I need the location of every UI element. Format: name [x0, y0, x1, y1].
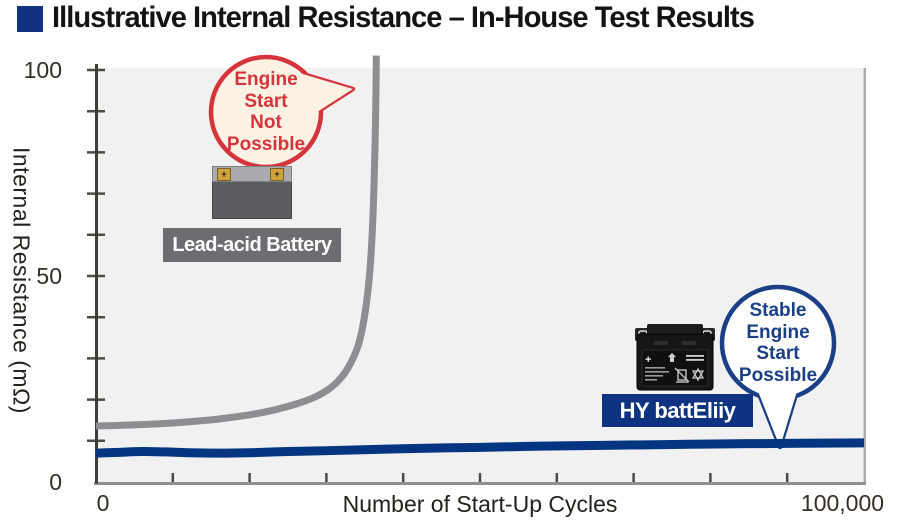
y-tick-label-100: 100 — [23, 57, 62, 83]
x-tick-label-100000: 100,000 — [800, 490, 885, 516]
page-title: Illustrative Internal Resistance – In-Ho… — [52, 1, 755, 34]
battery-terminal-icon: + — [270, 168, 284, 181]
lead-acid-battery-label: Lead-acid Battery — [163, 228, 341, 262]
callout-line: Start — [756, 343, 800, 364]
red-speech-bubble-tail-fill — [292, 72, 353, 128]
y-axis-title: Internal Resistance (mΩ) — [8, 146, 35, 414]
y-tick-label-0: 0 — [49, 469, 62, 495]
battery-terminal-icon: + — [217, 168, 231, 181]
y-tick-label-50: 50 — [36, 263, 62, 289]
callout-line: Engine — [234, 69, 298, 90]
svg-text:+: + — [645, 354, 651, 366]
blue-speech-bubble-tail-fill — [752, 376, 801, 447]
hy-batteliiy-label: HY battEliiy — [602, 394, 753, 427]
callout-line: Not — [250, 112, 282, 133]
hy-batteliiy-battery-image: + — [635, 324, 715, 391]
title-bullet-square — [17, 6, 43, 32]
stable-engine-start-callout: Stable Engine Start Possible — [723, 300, 833, 386]
callout-line: Start — [244, 90, 288, 112]
series-curve-0 — [95, 55, 380, 430]
x-axis-title: Number of Start-Up Cycles — [342, 491, 618, 517]
series-curve-1 — [95, 438, 865, 458]
engine-start-not-possible-callout: Engine Start Not Possible — [211, 69, 321, 155]
lead-acid-battery-image: + + — [212, 166, 292, 219]
callout-line: Stable — [749, 300, 807, 321]
callout-line: Possible — [738, 364, 818, 386]
callout-line: Possible — [226, 133, 306, 155]
callout-line: Engine — [746, 321, 810, 343]
lead-acid-battery-body — [212, 179, 292, 219]
x-tick-label-0: 0 — [96, 490, 110, 516]
